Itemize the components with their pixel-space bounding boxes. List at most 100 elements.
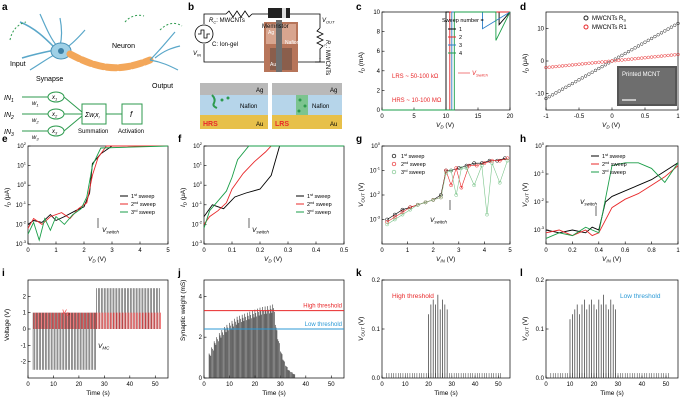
lrs-nafion-label: Nafion: [312, 104, 329, 110]
switch-annotation: Vswitch: [102, 227, 119, 235]
in1-label: IN1: [4, 95, 14, 104]
x-tick-label: 0: [380, 114, 384, 120]
data-point: [653, 34, 657, 39]
data-point: [449, 183, 453, 188]
y-axis-label-group: Synaptic weight (mS): [180, 280, 187, 341]
switch-annotation: Vswitch: [252, 227, 269, 235]
y-tick-label: 102: [17, 141, 27, 150]
data-point: [623, 58, 627, 62]
data-point: [673, 23, 677, 27]
chart-h: 0 0.2 0.4 0.6 0.8 1 10-3 10-2 10-1 100 VIN (V) VOUT…: [522, 141, 680, 264]
data-point: [392, 215, 397, 219]
y-tick-label: 101: [193, 161, 203, 170]
data-point: [630, 48, 634, 52]
data-point: [544, 96, 548, 101]
data-point: [459, 166, 464, 170]
data-point: [505, 158, 510, 163]
plot-frame: [545, 145, 679, 245]
x-tick-label: 0: [202, 382, 206, 388]
data-point: [613, 57, 617, 61]
x-tick-label: 0.1: [228, 248, 237, 254]
y-tick-label: 6: [377, 49, 381, 55]
data-point: [669, 25, 674, 29]
y-tick-label: 10-2: [192, 219, 203, 228]
data-point: [464, 163, 469, 168]
vin-label: VIN: [193, 51, 201, 58]
lrs-cross-section: [272, 83, 342, 129]
legend-label: 1st sweep: [401, 153, 424, 160]
d-legend: MWCNTs RS MWCNTs R1: [583, 15, 627, 31]
hrs-au-label: Au: [256, 122, 263, 128]
data-point: [550, 93, 555, 97]
data-point: [474, 163, 479, 168]
y-axis-label: Synaptic weight (mS): [180, 280, 187, 341]
data-point: [385, 222, 389, 227]
c-hrs-note: HRS ~ 10-100 MΩ: [392, 98, 442, 104]
panel-letter-k: k: [356, 268, 362, 279]
y-tick-label: 10-2: [16, 219, 27, 228]
data-point: [400, 212, 405, 217]
panel-letter-e: e: [2, 134, 8, 145]
data-point: [567, 83, 571, 88]
data-point: [454, 193, 459, 197]
data-point: [580, 76, 584, 80]
data-point: [659, 31, 664, 35]
data-point: [583, 61, 588, 66]
data-point: [600, 64, 604, 69]
data-point: [636, 44, 641, 48]
panel-letter-i: i: [2, 268, 5, 279]
memristor-symbol: [268, 8, 290, 18]
legend-label: 3rd sweep: [307, 209, 331, 216]
memristor-label: Memristor: [262, 24, 289, 30]
hrs-nafion-label: Nafion: [240, 104, 257, 110]
chart-k: 0 10 20 30 40 50 0.0 0.1 0.2 Time (s) VOUT (V) High…: [358, 278, 511, 397]
vmc-label: VMC: [98, 343, 110, 351]
data-point: [567, 63, 571, 67]
data-point: [554, 64, 558, 69]
data-point: [649, 36, 654, 41]
legend-label: 1st sweep: [131, 193, 154, 200]
chart-j: 0 10 20 30 40 50 0 2 4 Time (s) Synaptic weight (m…: [180, 280, 345, 397]
x-tick-label: 0: [610, 114, 614, 120]
legend-label: 3rd sweep: [131, 209, 155, 216]
panel-letter-c: c: [356, 2, 362, 13]
data-point: [626, 57, 631, 62]
x-tick-label: 0.2: [568, 248, 577, 254]
x-tick-label: 0: [26, 382, 30, 388]
y-tick-label: 10-3: [192, 239, 203, 248]
output-label: Output: [152, 83, 173, 90]
data-point: [613, 59, 617, 63]
x-axis-label: Time (s): [262, 390, 286, 397]
legend-label: 2nd sweep: [131, 201, 156, 208]
x-tick-label: 5: [508, 248, 512, 254]
x-tick-label: 4: [483, 248, 487, 254]
data-point: [607, 61, 611, 65]
x-tick-label: 20: [425, 382, 432, 388]
x-axis-label: Time (s): [86, 390, 110, 397]
chart-c: 0 5 10 15 20 0 2 4 6 8 10 VD (V) ID (mA) Sweep number…: [358, 10, 514, 130]
x-tick-label: 5: [166, 248, 170, 254]
hrs-ag-label: Ag: [256, 88, 263, 94]
data-point: [570, 63, 575, 67]
y-tick-label: 8: [377, 30, 381, 36]
data-point: [610, 59, 614, 63]
data-point: [640, 42, 644, 46]
x-axis-label: VD (V): [436, 122, 454, 130]
data-point: [431, 198, 436, 202]
x-tick-label: 2: [82, 248, 86, 254]
legend-label: 2nd sweep: [401, 161, 426, 168]
lrs-ag-label: Ag: [330, 88, 337, 94]
data-point: [497, 158, 502, 163]
data-point: [656, 33, 660, 37]
in3-label: IN3: [4, 129, 14, 138]
data-point: [640, 56, 644, 60]
legend-label: 3rd sweep: [401, 169, 425, 176]
hrs-label: HRS: [203, 121, 218, 128]
series-line: [386, 160, 508, 225]
data-point: [444, 171, 448, 175]
y-tick-label: 0: [377, 108, 381, 114]
data-point: [550, 65, 555, 69]
series-line: [545, 162, 679, 239]
panel-letter-g: g: [356, 134, 362, 145]
y-axis-label: ID (μA): [180, 188, 188, 207]
